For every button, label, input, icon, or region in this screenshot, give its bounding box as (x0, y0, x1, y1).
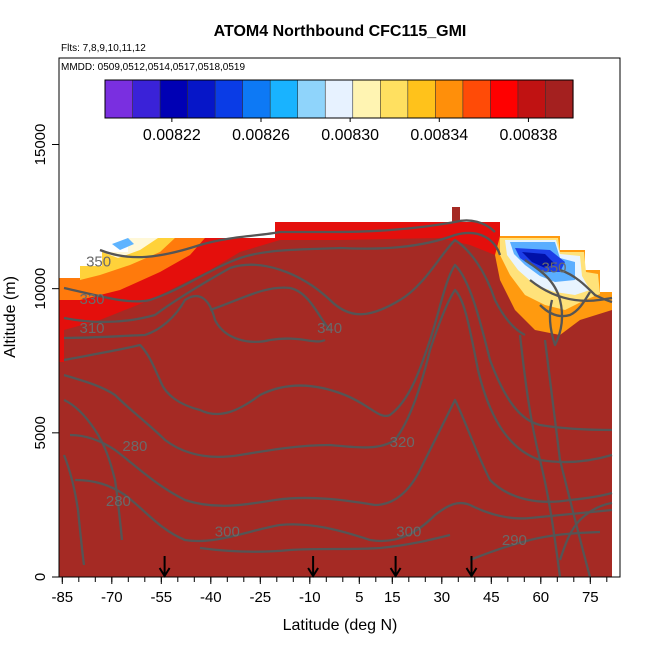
contour-left-low-1 (63, 398, 124, 541)
contour-label: 300 (396, 523, 421, 540)
x-tick-label: 5 (355, 589, 363, 606)
contour-label: 350 (541, 259, 566, 276)
colorbar-cell (242, 80, 271, 118)
contour-right-vertical-2 (543, 339, 592, 577)
contour-350-left (99, 219, 496, 259)
x-tick-label: 15 (384, 589, 401, 606)
chart-subtitle: Flts: 7,8,9,10,11,12 (61, 43, 146, 54)
colorbar-cell (435, 80, 464, 118)
x-tick-label: -25 (249, 589, 271, 606)
y-tick-label: 10000 (32, 268, 49, 310)
contour-right-swirl-1 (524, 259, 564, 347)
x-tick-label: 45 (483, 589, 500, 606)
colorbar-cell (105, 80, 134, 118)
x-tick-label: -70 (101, 589, 123, 606)
contour-mid-1 (63, 263, 613, 432)
chart-title: ATOM4 Northbound CFC115_GMI (214, 23, 467, 40)
contour-label: 280 (122, 438, 147, 455)
colorbar-cell (545, 80, 574, 118)
colorbar-cell (407, 80, 436, 118)
colorbar-cell (270, 80, 299, 118)
contour-left-low-2 (62, 454, 86, 566)
colorbar-frame (104, 79, 574, 119)
contour-label: 290 (502, 532, 527, 549)
contour-label: 330 (79, 291, 104, 308)
flight-marker-arrow-icon (389, 567, 402, 578)
field-right-darkblue (522, 252, 555, 268)
x-tick-label: 75 (582, 589, 599, 606)
x-axis-label: Latitude (deg N) (283, 617, 398, 634)
x-tick-label: 60 (532, 589, 549, 606)
x-tick-label: -10 (299, 589, 321, 606)
contour-label: 350 (86, 254, 111, 271)
colorbar-ticks: 0.00822 0.00826 0.00830 0.00834 0.00838 (143, 118, 558, 144)
contour-310 (63, 294, 326, 343)
field-band-yellow (80, 238, 175, 280)
colorbar-tick-label: 0.00822 (143, 127, 201, 144)
flight-markers (158, 556, 478, 578)
y-axis: 0 5000 10000 15000 (32, 58, 60, 581)
colorbar-tick-label: 0.00838 (500, 127, 558, 144)
contour-label: 300 (215, 523, 240, 540)
flight-marker-arrow-icon (158, 567, 171, 578)
colorbar-tick-label: 0.00834 (410, 127, 468, 144)
colorbar-cell (517, 80, 547, 118)
mmdd-annotation: MMDD: 0509,0512,0514,0517,0518,0519 (61, 62, 245, 73)
contour-label-group: 350 330 310 340 320 280 280 300 300 290 350 (79, 254, 566, 549)
contour-320 (63, 238, 526, 337)
contour-lines (62, 219, 613, 577)
colorbar-cell (297, 80, 326, 118)
contour-right-swirl-2 (559, 268, 613, 304)
contour-label: 320 (390, 434, 415, 451)
contour-label: 280 (106, 493, 131, 510)
contour-label: 310 (79, 320, 104, 337)
contour-290 (69, 398, 613, 507)
colorbar-cell (380, 80, 409, 118)
y-tick-label: 15000 (32, 124, 49, 166)
colorbar: 0.00822 0.00826 0.00830 0.00834 0.00838 (104, 79, 574, 144)
contour-label: 340 (317, 320, 342, 337)
contour-right-swirl-3 (529, 279, 613, 302)
contour-300-low (199, 533, 451, 553)
colorbar-cell (132, 80, 161, 118)
x-axis: -85 -70 -55 -40 -25 -10 5 15 30 45 60 75 (51, 576, 620, 606)
y-tick-label: 5000 (32, 416, 49, 449)
contour-right-low (558, 501, 613, 561)
colorbar-tick-label: 0.00826 (232, 127, 290, 144)
colorbar-tick-label: 0.00830 (321, 127, 379, 144)
colorbar-cells (105, 80, 574, 118)
y-axis-label: Altitude (m) (2, 276, 19, 358)
y-tick-label: 0 (32, 573, 49, 581)
contour-right-vertical-1 (518, 334, 562, 577)
colorbar-cell (490, 80, 519, 118)
colorbar-cell (215, 80, 244, 118)
contour-mid-2 (63, 288, 613, 464)
colorbar-cell (352, 80, 381, 118)
colorbar-cell (462, 80, 492, 118)
contour-right-swirl-4 (539, 291, 591, 318)
field-band-pale (102, 238, 158, 258)
flight-marker-arrow-icon (307, 567, 319, 578)
colorbar-cell (187, 80, 216, 118)
colorbar-cell (160, 80, 189, 118)
field-band-blue-spot-left (112, 238, 134, 250)
contour-290-right (469, 530, 601, 562)
flight-marker-arrow-icon (465, 567, 478, 578)
x-tick-label: -40 (200, 589, 222, 606)
x-tick-label: 30 (433, 589, 450, 606)
colorbar-cell (325, 80, 354, 118)
contour-330-left (63, 231, 502, 303)
x-tick-label: -85 (51, 589, 73, 606)
x-tick-label: -55 (150, 589, 172, 606)
contour-280-inner (74, 478, 613, 543)
contour-340-upper (209, 286, 331, 331)
